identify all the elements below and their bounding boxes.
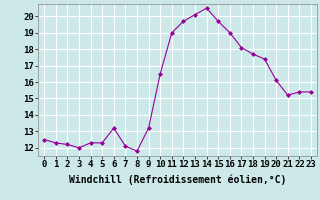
X-axis label: Windchill (Refroidissement éolien,°C): Windchill (Refroidissement éolien,°C) [69, 175, 286, 185]
